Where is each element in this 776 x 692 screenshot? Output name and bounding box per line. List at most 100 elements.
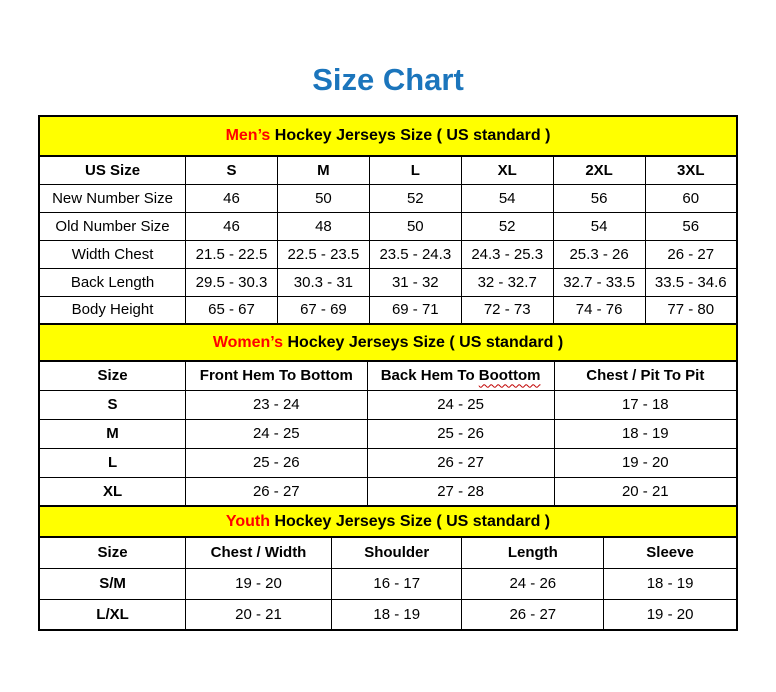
table-cell: 30.3 - 31 bbox=[276, 267, 370, 297]
table-cell: 56 bbox=[644, 211, 738, 241]
table-cell: 46 bbox=[185, 183, 278, 213]
table-cell: 33.5 - 34.6 bbox=[644, 267, 738, 297]
row-label-cell: XL bbox=[38, 476, 187, 507]
table-row: L 25 - 26 26 - 27 19 - 20 bbox=[38, 447, 738, 478]
table-cell: 26 - 27 bbox=[366, 447, 555, 478]
table-cell: 20 - 21 bbox=[185, 598, 332, 631]
table-cell: 24.3 - 25.3 bbox=[460, 239, 554, 269]
column-header: Back Hem To Boottom bbox=[366, 360, 555, 391]
table-cell: 69 - 71 bbox=[368, 295, 462, 325]
column-header-text: Back Hem To bbox=[380, 367, 479, 385]
table-cell: 31 - 32 bbox=[368, 267, 462, 297]
table-cell: 24 - 25 bbox=[366, 389, 555, 420]
youth-label-highlight: Youth bbox=[225, 512, 270, 530]
table-row: L/XL 20 - 21 18 - 19 26 - 27 19 - 20 bbox=[38, 598, 738, 631]
row-label-cell: Old Number Size bbox=[38, 211, 187, 241]
column-header: Length bbox=[461, 536, 605, 569]
table-cell: 25.3 - 26 bbox=[552, 239, 646, 269]
table-row: New Number Size 46 50 52 54 56 60 bbox=[38, 183, 738, 213]
table-cell: 60 bbox=[644, 183, 738, 213]
womens-label-highlight: Women’s bbox=[212, 333, 284, 351]
column-header: 2XL bbox=[552, 155, 646, 185]
table-cell: 22.5 - 23.5 bbox=[276, 239, 370, 269]
table-row: XL 26 - 27 27 - 28 20 - 21 bbox=[38, 476, 738, 507]
misspelled-word: Boottom bbox=[478, 367, 541, 385]
table-cell: 23 - 24 bbox=[185, 389, 368, 420]
column-header: XL bbox=[460, 155, 554, 185]
womens-section-title-band: Women’s Hockey Jerseys Size ( US standar… bbox=[38, 323, 738, 362]
table-row: M 24 - 25 25 - 26 18 - 19 bbox=[38, 418, 738, 449]
youth-size-table: Size Chest / Width Shoulder Length Sleev… bbox=[38, 536, 738, 631]
table-cell: 19 - 20 bbox=[603, 598, 738, 631]
youth-header-row: Size Chest / Width Shoulder Length Sleev… bbox=[38, 536, 738, 569]
table-cell: 72 - 73 bbox=[460, 295, 554, 325]
womens-label-rest: Hockey Jerseys Size ( US standard ) bbox=[283, 333, 564, 351]
column-header: Shoulder bbox=[330, 536, 463, 569]
table-cell: 23.5 - 24.3 bbox=[368, 239, 462, 269]
column-header: Front Hem To Bottom bbox=[185, 360, 368, 391]
table-cell: 27 - 28 bbox=[366, 476, 555, 507]
table-cell: 26 - 27 bbox=[185, 476, 368, 507]
table-cell: 67 - 69 bbox=[276, 295, 370, 325]
row-label-cell: L/XL bbox=[38, 598, 187, 631]
table-cell: 16 - 17 bbox=[330, 567, 463, 600]
table-cell: 65 - 67 bbox=[185, 295, 278, 325]
table-cell: 26 - 27 bbox=[461, 598, 605, 631]
table-cell: 25 - 26 bbox=[185, 447, 368, 478]
table-row: Old Number Size 46 48 50 52 54 56 bbox=[38, 211, 738, 241]
table-cell: 18 - 19 bbox=[603, 567, 738, 600]
row-label-cell: S bbox=[38, 389, 187, 420]
row-label-cell: M bbox=[38, 418, 187, 449]
table-cell: 56 bbox=[552, 183, 646, 213]
table-cell: 19 - 20 bbox=[185, 567, 332, 600]
womens-header-row: Size Front Hem To Bottom Back Hem To Boo… bbox=[38, 360, 738, 391]
table-row: S 23 - 24 24 - 25 17 - 18 bbox=[38, 389, 738, 420]
youth-section-title-band: Youth Hockey Jerseys Size ( US standard … bbox=[38, 505, 738, 538]
table-cell: 25 - 26 bbox=[366, 418, 555, 449]
row-label-cell: Back Length bbox=[38, 267, 187, 297]
mens-size-table: US Size S M L XL 2XL 3XL New Number Size… bbox=[38, 155, 738, 325]
table-cell: 17 - 18 bbox=[553, 389, 738, 420]
womens-size-table: Size Front Hem To Bottom Back Hem To Boo… bbox=[38, 360, 738, 507]
table-cell: 32 - 32.7 bbox=[460, 267, 554, 297]
table-row: Width Chest 21.5 - 22.5 22.5 - 23.5 23.5… bbox=[38, 239, 738, 269]
table-row: S/M 19 - 20 16 - 17 24 - 26 18 - 19 bbox=[38, 567, 738, 600]
mens-label-highlight: Men’s bbox=[225, 127, 271, 144]
row-label-cell: Width Chest bbox=[38, 239, 187, 269]
table-cell: 19 - 20 bbox=[553, 447, 738, 478]
table-row: Body Height 65 - 67 67 - 69 69 - 71 72 -… bbox=[38, 295, 738, 325]
page-title: Size Chart bbox=[312, 62, 464, 97]
table-cell: 77 - 80 bbox=[644, 295, 738, 325]
column-header: M bbox=[276, 155, 370, 185]
table-cell: 54 bbox=[552, 211, 646, 241]
column-header: L bbox=[368, 155, 462, 185]
size-chart: Men’s Hockey Jerseys Size ( US standard … bbox=[38, 115, 738, 631]
table-cell: 32.7 - 33.5 bbox=[552, 267, 646, 297]
column-header: 3XL bbox=[644, 155, 738, 185]
table-cell: 50 bbox=[276, 183, 370, 213]
table-cell: 74 - 76 bbox=[552, 295, 646, 325]
table-cell: 54 bbox=[460, 183, 554, 213]
youth-label-rest: Hockey Jerseys Size ( US standard ) bbox=[270, 512, 551, 530]
mens-section-title-band: Men’s Hockey Jerseys Size ( US standard … bbox=[38, 115, 738, 157]
table-cell: 52 bbox=[368, 183, 462, 213]
table-cell: 18 - 19 bbox=[553, 418, 738, 449]
table-cell: 26 - 27 bbox=[644, 239, 738, 269]
table-cell: 20 - 21 bbox=[553, 476, 738, 507]
column-header: Sleeve bbox=[603, 536, 738, 569]
table-cell: 29.5 - 30.3 bbox=[185, 267, 278, 297]
mens-header-row: US Size S M L XL 2XL 3XL bbox=[38, 155, 738, 185]
column-header: Chest / Pit To Pit bbox=[553, 360, 738, 391]
column-header: Size bbox=[38, 360, 187, 391]
table-cell: 24 - 25 bbox=[185, 418, 368, 449]
column-header: Size bbox=[38, 536, 187, 569]
table-row: Back Length 29.5 - 30.3 30.3 - 31 31 - 3… bbox=[38, 267, 738, 297]
table-cell: 52 bbox=[460, 211, 554, 241]
column-header: US Size bbox=[38, 155, 187, 185]
table-cell: 48 bbox=[276, 211, 370, 241]
row-label-cell: S/M bbox=[38, 567, 187, 600]
row-label-cell: New Number Size bbox=[38, 183, 187, 213]
table-cell: 21.5 - 22.5 bbox=[185, 239, 278, 269]
row-label-cell: L bbox=[38, 447, 187, 478]
